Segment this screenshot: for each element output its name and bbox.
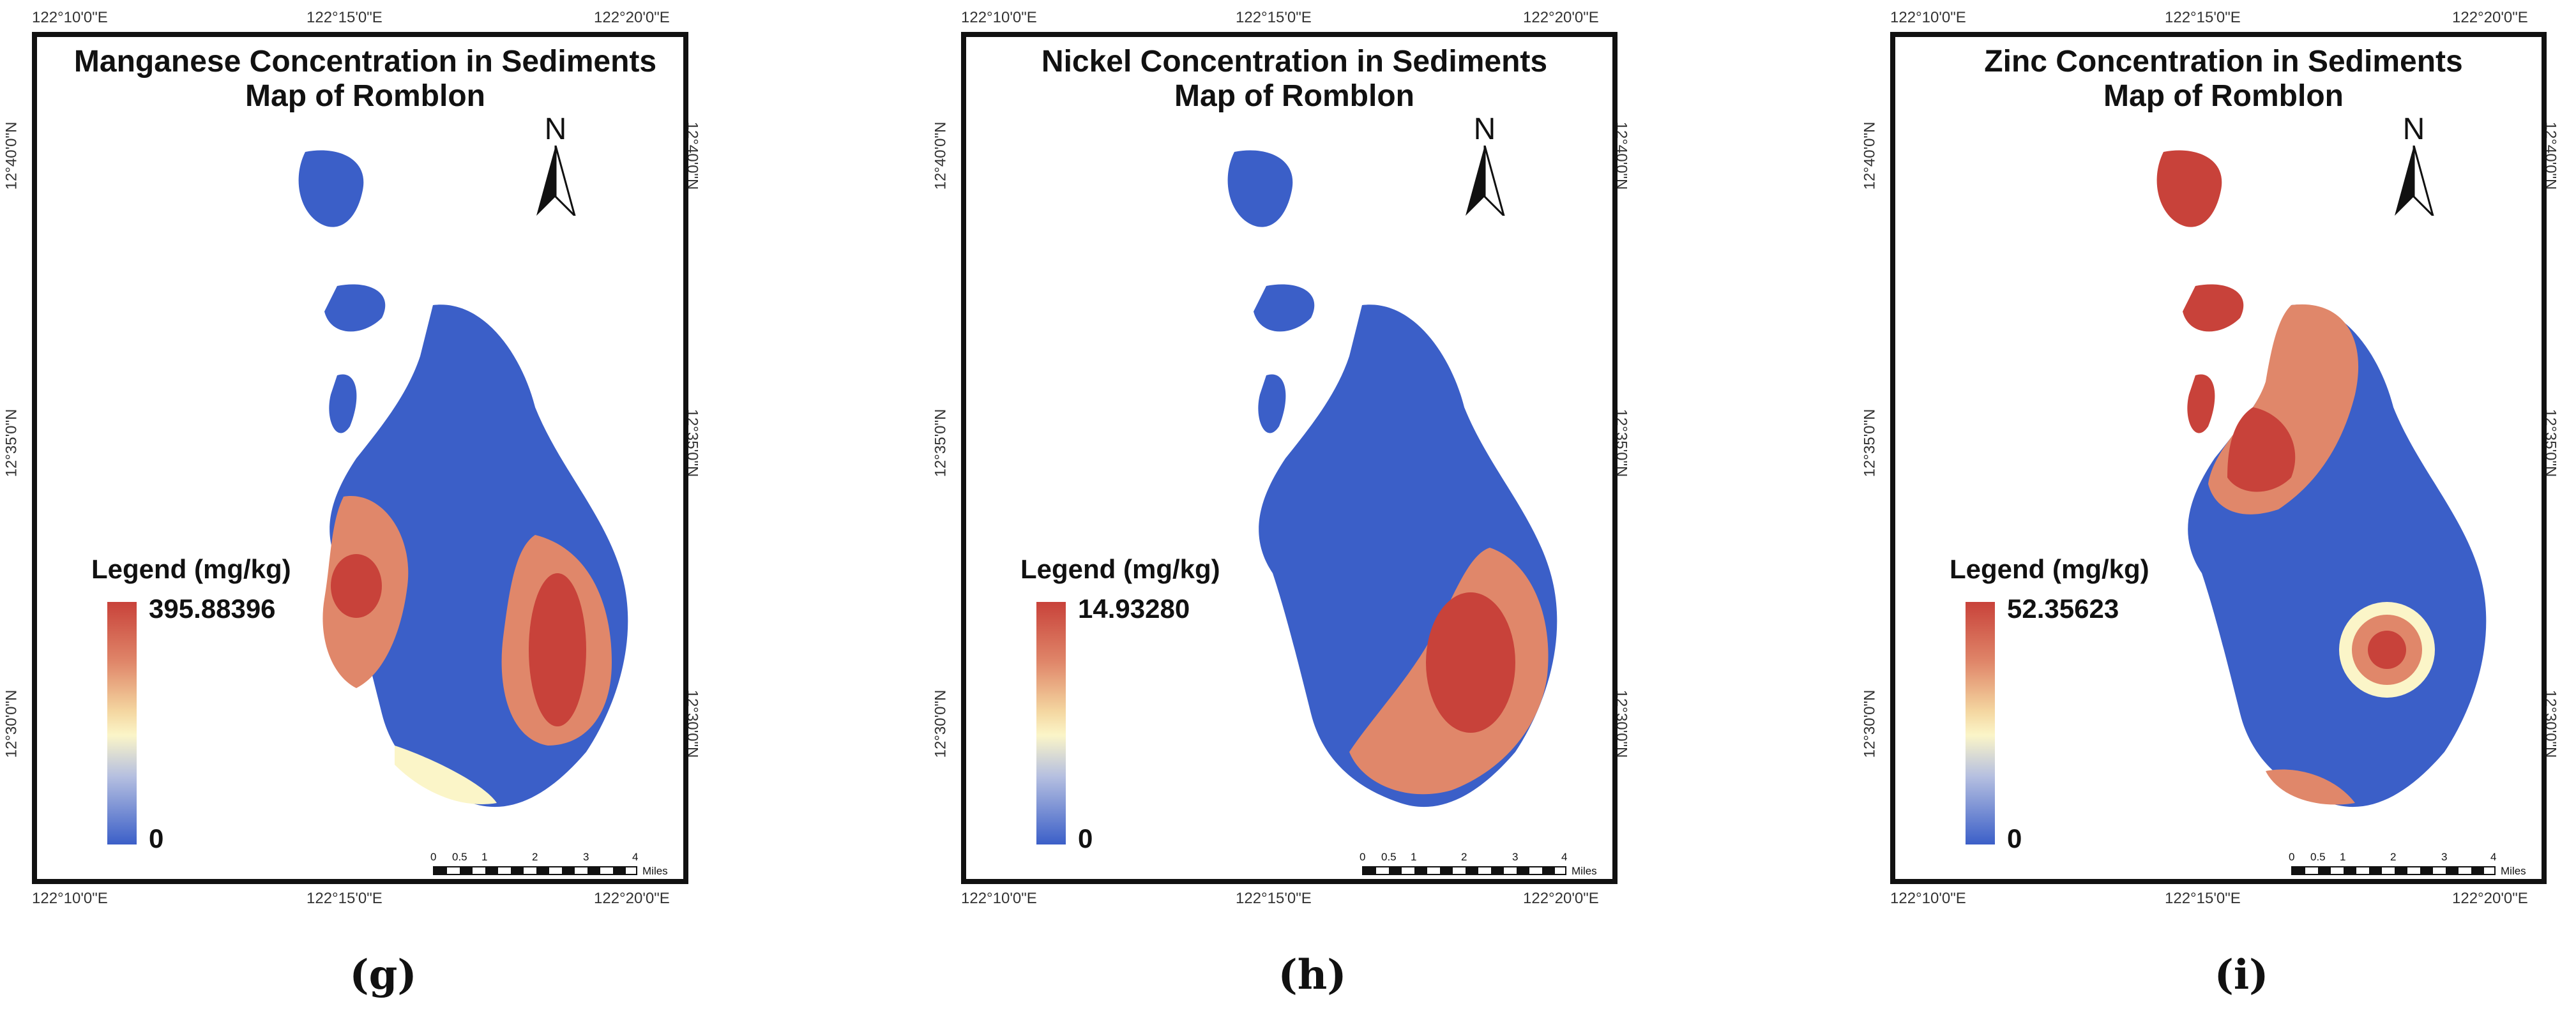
lon-tick-top: 122°10'0"E: [1890, 9, 1966, 26]
map-title-line2: Map of Romblon: [1174, 79, 1414, 113]
map-title: Manganese Concentration in Sediments Map…: [37, 45, 693, 114]
scale-label: 3: [1512, 851, 1519, 863]
north-label: N: [544, 112, 567, 146]
lon-tick-bottom: 122°15'0"E: [2165, 890, 2241, 907]
lon-tick-top: 122°20'0"E: [1523, 9, 1599, 26]
legend-min-value: 0: [1078, 823, 1093, 853]
scale-unit: Miles: [2501, 865, 2526, 877]
legend-max-value: 14.93280: [1078, 594, 1190, 624]
scale-label: 4: [2490, 851, 2497, 863]
scale-label: 1: [2340, 851, 2346, 863]
lat-tick-left: 12°30'0"N: [1861, 689, 1879, 758]
scale-bar-graphic: [2291, 866, 2496, 875]
lon-tick-bottom: 122°15'0"E: [307, 890, 383, 907]
map-title: Nickel Concentration in Sediments Map of…: [966, 45, 1623, 114]
map-title-line1: Nickel Concentration in Sediments: [1041, 45, 1548, 79]
map-title-line2: Map of Romblon: [245, 79, 485, 113]
north-arrow: N: [2388, 112, 2439, 220]
map-frame: Manganese Concentration in Sediments Map…: [32, 32, 688, 884]
romblon-island-map: [1227, 150, 1557, 807]
panel-caption: (h): [1278, 951, 1347, 999]
north-arrow-icon: [536, 145, 577, 220]
north-label: N: [2402, 112, 2425, 146]
map-title-line1: Zinc Concentration in Sediments: [1984, 45, 2463, 79]
legend-color-ramp: [1966, 602, 1995, 844]
legend-color-ramp: [107, 602, 137, 844]
lat-tick-left: 12°35'0"N: [3, 409, 20, 477]
north-arrow: N: [530, 112, 581, 220]
lat-tick-left: 12°35'0"N: [932, 409, 950, 477]
lon-tick-bottom: 122°20'0"E: [2452, 890, 2528, 907]
panel-caption: (i): [2214, 951, 2269, 999]
map-title-line2: Map of Romblon: [2103, 79, 2344, 113]
lon-tick-top: 122°20'0"E: [2452, 9, 2528, 26]
lon-tick-top: 122°10'0"E: [32, 9, 108, 26]
legend-title: Legend (mg/kg): [1020, 554, 1220, 584]
scale-label: 0.5: [1381, 851, 1397, 863]
lon-tick-bottom: 122°15'0"E: [1236, 890, 1312, 907]
lon-tick-top: 122°10'0"E: [961, 9, 1037, 26]
legend-title: Legend (mg/kg): [1950, 554, 2149, 584]
scale-label: 4: [1561, 851, 1568, 863]
lat-tick-left: 12°30'0"N: [3, 689, 20, 758]
lon-tick-bottom: 122°20'0"E: [1523, 890, 1599, 907]
lon-tick-bottom: 122°20'0"E: [594, 890, 670, 907]
legend-max-value: 52.35623: [2007, 594, 2119, 624]
lon-tick-top: 122°15'0"E: [307, 9, 383, 26]
legend-title: Legend (mg/kg): [91, 554, 291, 584]
lon-tick-top: 122°20'0"E: [594, 9, 670, 26]
map-panel-nickel: 122°10'0"E 122°15'0"E 122°20'0"E 12°40'0…: [932, 0, 1689, 1013]
scale-unit: Miles: [1572, 865, 1597, 877]
panel-caption: (g): [349, 951, 417, 999]
scale-label: 2: [1461, 851, 1467, 863]
north-arrow-icon: [2395, 145, 2435, 220]
legend-color-ramp: [1036, 602, 1066, 844]
lat-tick-left: 12°35'0"N: [1861, 409, 1879, 477]
map-title-line1: Manganese Concentration in Sediments: [73, 45, 657, 79]
north-arrow-icon: [1466, 145, 1506, 220]
scale-unit: Miles: [642, 865, 668, 877]
map-panel-zinc: 122°10'0"E 122°15'0"E 122°20'0"E 12°40'0…: [1861, 0, 2576, 1013]
scale-label: 4: [632, 851, 639, 863]
lat-tick-left: 12°40'0"N: [3, 121, 20, 190]
scale-bar: 0 0.5 1 2 3 4 Miles: [2289, 851, 2534, 889]
scale-bar-graphic: [1362, 866, 1566, 875]
scale-label: 3: [583, 851, 589, 863]
legend-max-value: 395.88396: [149, 594, 276, 624]
north-arrow: N: [1459, 112, 1510, 220]
map-frame: Zinc Concentration in Sediments Map of R…: [1890, 32, 2547, 884]
legend-min-value: 0: [149, 823, 164, 853]
scale-bar-graphic: [433, 866, 637, 875]
north-label: N: [1473, 112, 1496, 146]
scale-bar: 0 0.5 1 2 3 4 Miles: [430, 851, 676, 889]
lat-tick-left: 12°40'0"N: [1861, 121, 1879, 190]
scale-label: 2: [532, 851, 538, 863]
lon-tick-bottom: 122°10'0"E: [32, 890, 108, 907]
lon-tick-bottom: 122°10'0"E: [961, 890, 1037, 907]
scale-label: 0: [1360, 851, 1366, 863]
romblon-island-map: [298, 150, 628, 807]
scale-bar: 0 0.5 1 2 3 4 Miles: [1360, 851, 1605, 889]
scale-label: 0.5: [452, 851, 467, 863]
lon-tick-top: 122°15'0"E: [1236, 9, 1312, 26]
scale-label: 3: [2441, 851, 2448, 863]
scale-label: 1: [1411, 851, 1417, 863]
lat-tick-left: 12°40'0"N: [932, 121, 950, 190]
lon-tick-bottom: 122°10'0"E: [1890, 890, 1966, 907]
map-frame: Nickel Concentration in Sediments Map of…: [961, 32, 1618, 884]
scale-label: 1: [481, 851, 488, 863]
map-title: Zinc Concentration in Sediments Map of R…: [1895, 45, 2552, 114]
scale-label: 2: [2390, 851, 2397, 863]
scale-label: 0: [2289, 851, 2295, 863]
scale-label: 0: [430, 851, 437, 863]
map-panel-manganese: 122°10'0"E 122°15'0"E 122°20'0"E 12°40'0…: [3, 0, 760, 1013]
lat-tick-left: 12°30'0"N: [932, 689, 950, 758]
romblon-island-map: [2156, 150, 2487, 807]
lon-tick-top: 122°15'0"E: [2165, 9, 2241, 26]
scale-label: 0.5: [2310, 851, 2326, 863]
legend-min-value: 0: [2007, 823, 2022, 853]
